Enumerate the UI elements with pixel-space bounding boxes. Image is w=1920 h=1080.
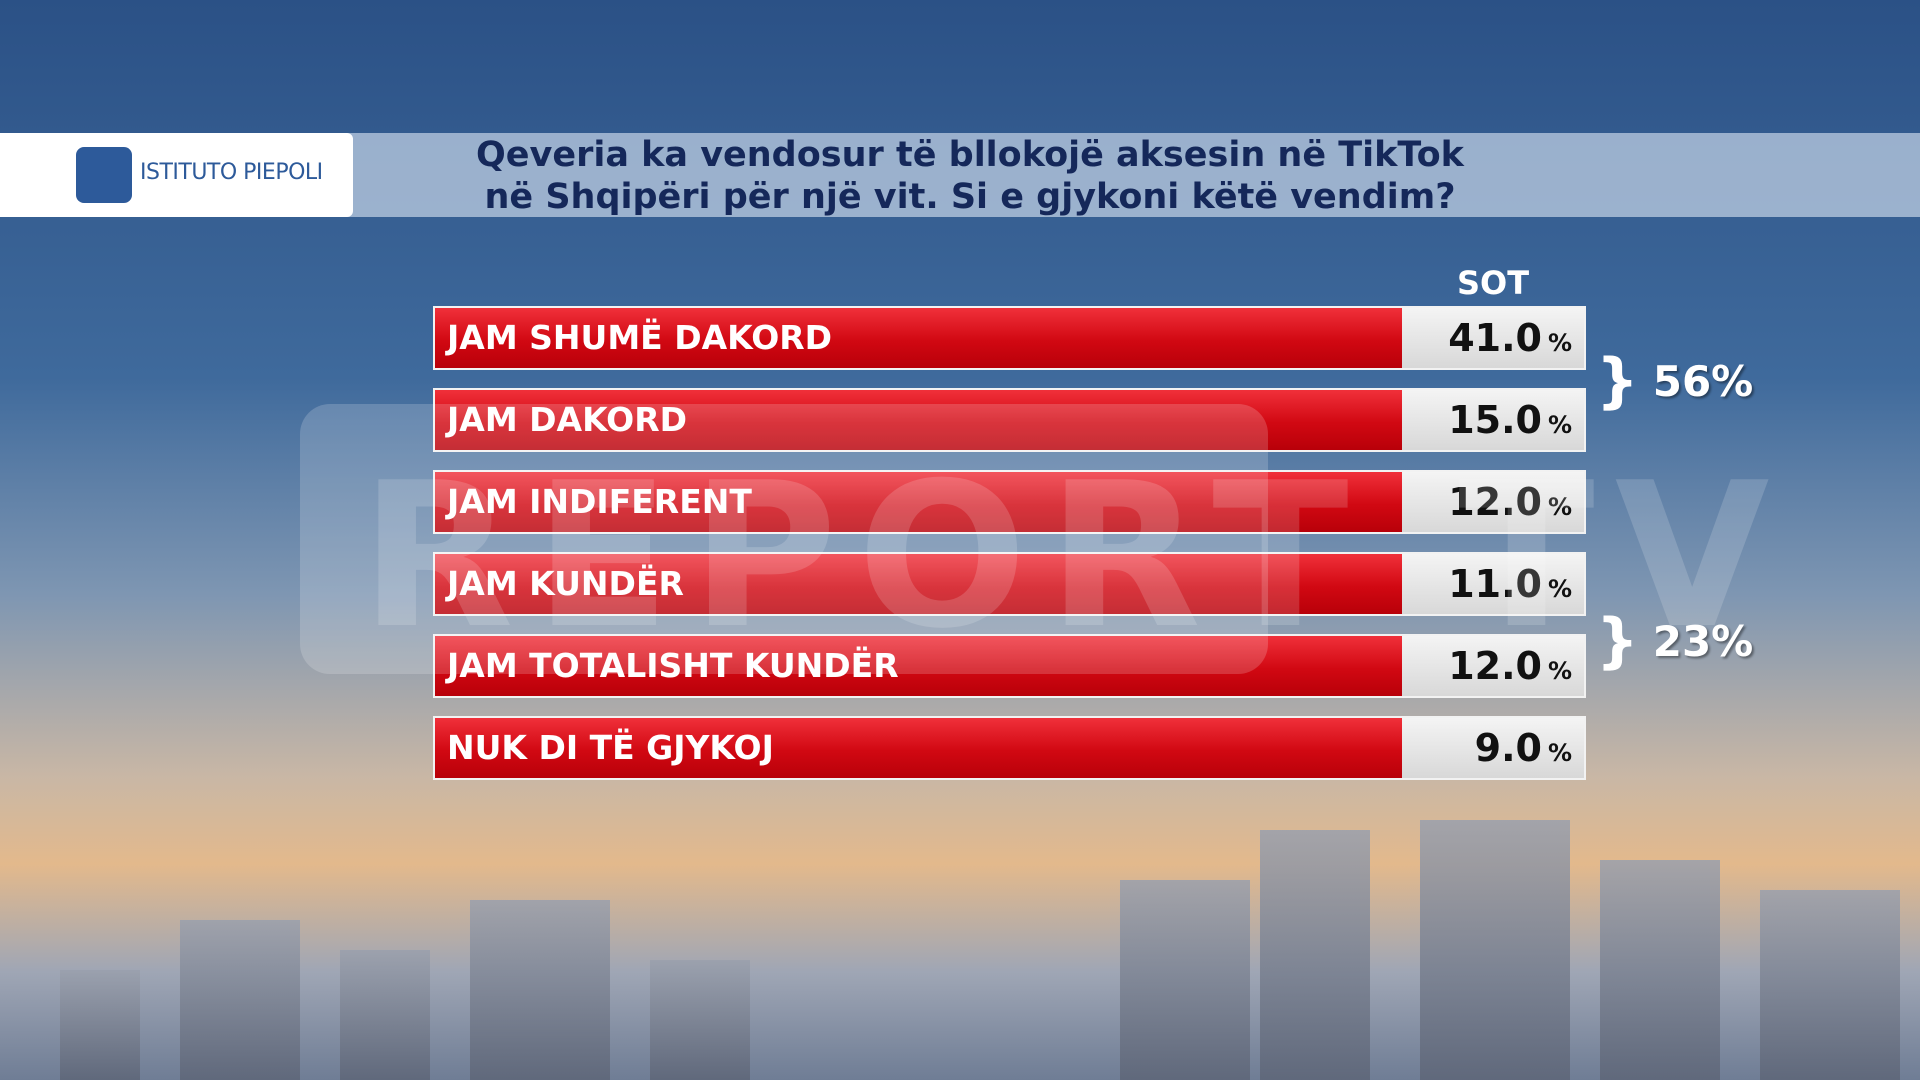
row-value: 12.0 [1448, 480, 1542, 524]
row-value: 41.0 [1448, 316, 1542, 360]
row-label: JAM DAKORD [447, 400, 688, 439]
title-line: në Shqipëri për një vit. Si e gjykoni kë… [484, 177, 1456, 217]
value-box: 12.0% [1402, 636, 1584, 696]
skyline [650, 960, 750, 1080]
skyline [1420, 820, 1570, 1080]
row-unit: % [1547, 411, 1572, 439]
row: NUK DI TË GJYKOJ 9.0% [433, 716, 1586, 780]
logo-box [0, 133, 353, 217]
row-value: 12.0 [1448, 644, 1542, 688]
row-unit: % [1547, 329, 1572, 357]
skyline [1260, 830, 1370, 1080]
value-box: 41.0% [1402, 308, 1584, 368]
column-header: SOT [1456, 264, 1530, 302]
row: JAM SHUMË DAKORD 41.0% [433, 306, 1586, 370]
group: } 56% [1596, 346, 1753, 416]
row-unit: % [1547, 493, 1572, 521]
group: } 23% [1596, 606, 1753, 676]
row-unit: % [1547, 739, 1572, 767]
row-label: JAM SHUMË DAKORD [447, 318, 833, 357]
watermark: REPORT TV [360, 440, 1790, 673]
skyline [1120, 880, 1250, 1080]
brace: } [1596, 346, 1639, 416]
row-value: 9.0 [1474, 726, 1542, 770]
skyline [1760, 890, 1900, 1080]
value-box: 11.0% [1402, 554, 1584, 614]
brace: } [1596, 606, 1639, 676]
row-unit: % [1547, 575, 1572, 603]
row-label: JAM KUNDËR [447, 564, 684, 603]
skyline [470, 900, 610, 1080]
watermark-box [300, 404, 1268, 674]
logo-text: ISTITUTO PIEPOLI [140, 160, 323, 185]
logo-icon [76, 147, 132, 203]
value-box: 12.0% [1402, 472, 1584, 532]
title: Qeveria ka vendosur të bllokojë aksesin … [420, 134, 1520, 218]
title-line: Qeveria ka vendosur të bllokojë aksesin … [476, 135, 1464, 175]
row: JAM KUNDËR 11.0% [433, 552, 1586, 616]
value-box: 15.0% [1402, 390, 1584, 450]
group-value: 56% [1652, 356, 1754, 406]
row-label: NUK DI TË GJYKOJ [447, 728, 774, 767]
value-box: 9.0% [1402, 718, 1584, 778]
row: JAM TOTALISHT KUNDËR 12.0% [433, 634, 1586, 698]
row-label: JAM INDIFERENT [447, 482, 752, 521]
row: JAM INDIFERENT 12.0% [433, 470, 1586, 534]
skyline [180, 920, 300, 1080]
row-value: 15.0 [1448, 398, 1542, 442]
group-value: 23% [1652, 616, 1754, 666]
row-unit: % [1547, 657, 1572, 685]
row-value: 11.0 [1448, 562, 1542, 606]
row-label: JAM TOTALISHT KUNDËR [447, 646, 899, 685]
skyline [340, 950, 430, 1080]
row: JAM DAKORD 15.0% [433, 388, 1586, 452]
skyline [60, 970, 140, 1080]
skyline [1600, 860, 1720, 1080]
